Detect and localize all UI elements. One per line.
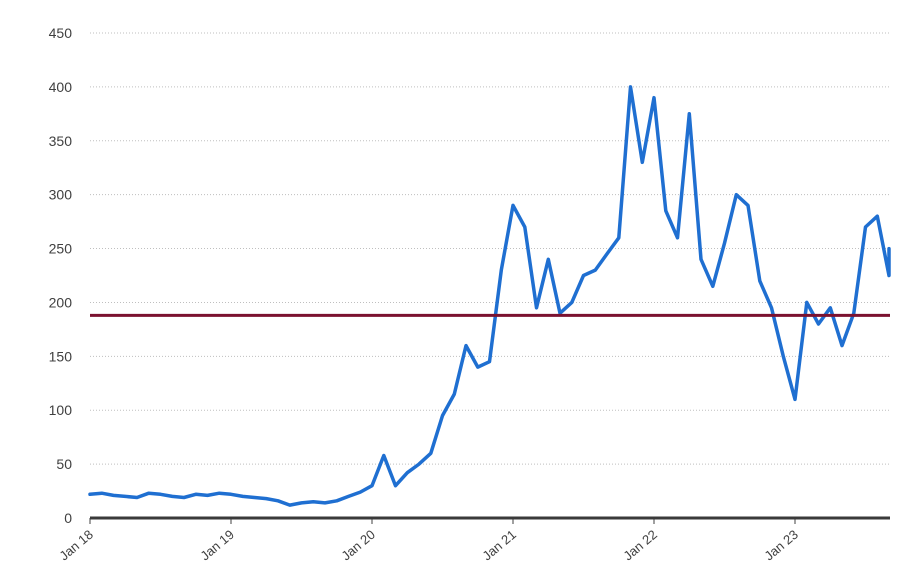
y-tick-label: 200	[49, 294, 73, 310]
y-tick-label: 0	[64, 510, 72, 526]
y-tick-label: 50	[56, 456, 72, 472]
series-line	[88, 85, 891, 507]
x-tick-label: Jan 20	[338, 527, 378, 564]
y-tick-label: 300	[49, 187, 73, 203]
y-tick-label: 450	[49, 25, 73, 41]
x-tick-label: Jan 22	[620, 527, 660, 564]
gridlines	[90, 32, 890, 465]
x-axis-tick-labels: Jan 18 Jan 19 Jan 20 Jan 21 Jan 22 Jan 23	[56, 518, 801, 563]
y-tick-label: 250	[49, 241, 73, 257]
y-tick-label: 350	[49, 133, 73, 149]
x-tick-label: Jan 21	[479, 527, 519, 564]
y-tick-label: 150	[49, 348, 73, 364]
y-tick-label: 100	[49, 402, 73, 418]
x-tick-label: Jan 19	[197, 527, 237, 564]
y-tick-label: 400	[49, 79, 73, 95]
y-axis-tick-labels: 0 50 100 150 200 250 300 350 400 450	[49, 25, 73, 526]
x-tick-label: Jan 23	[761, 527, 801, 564]
x-tick-label: Jan 18	[56, 527, 96, 564]
